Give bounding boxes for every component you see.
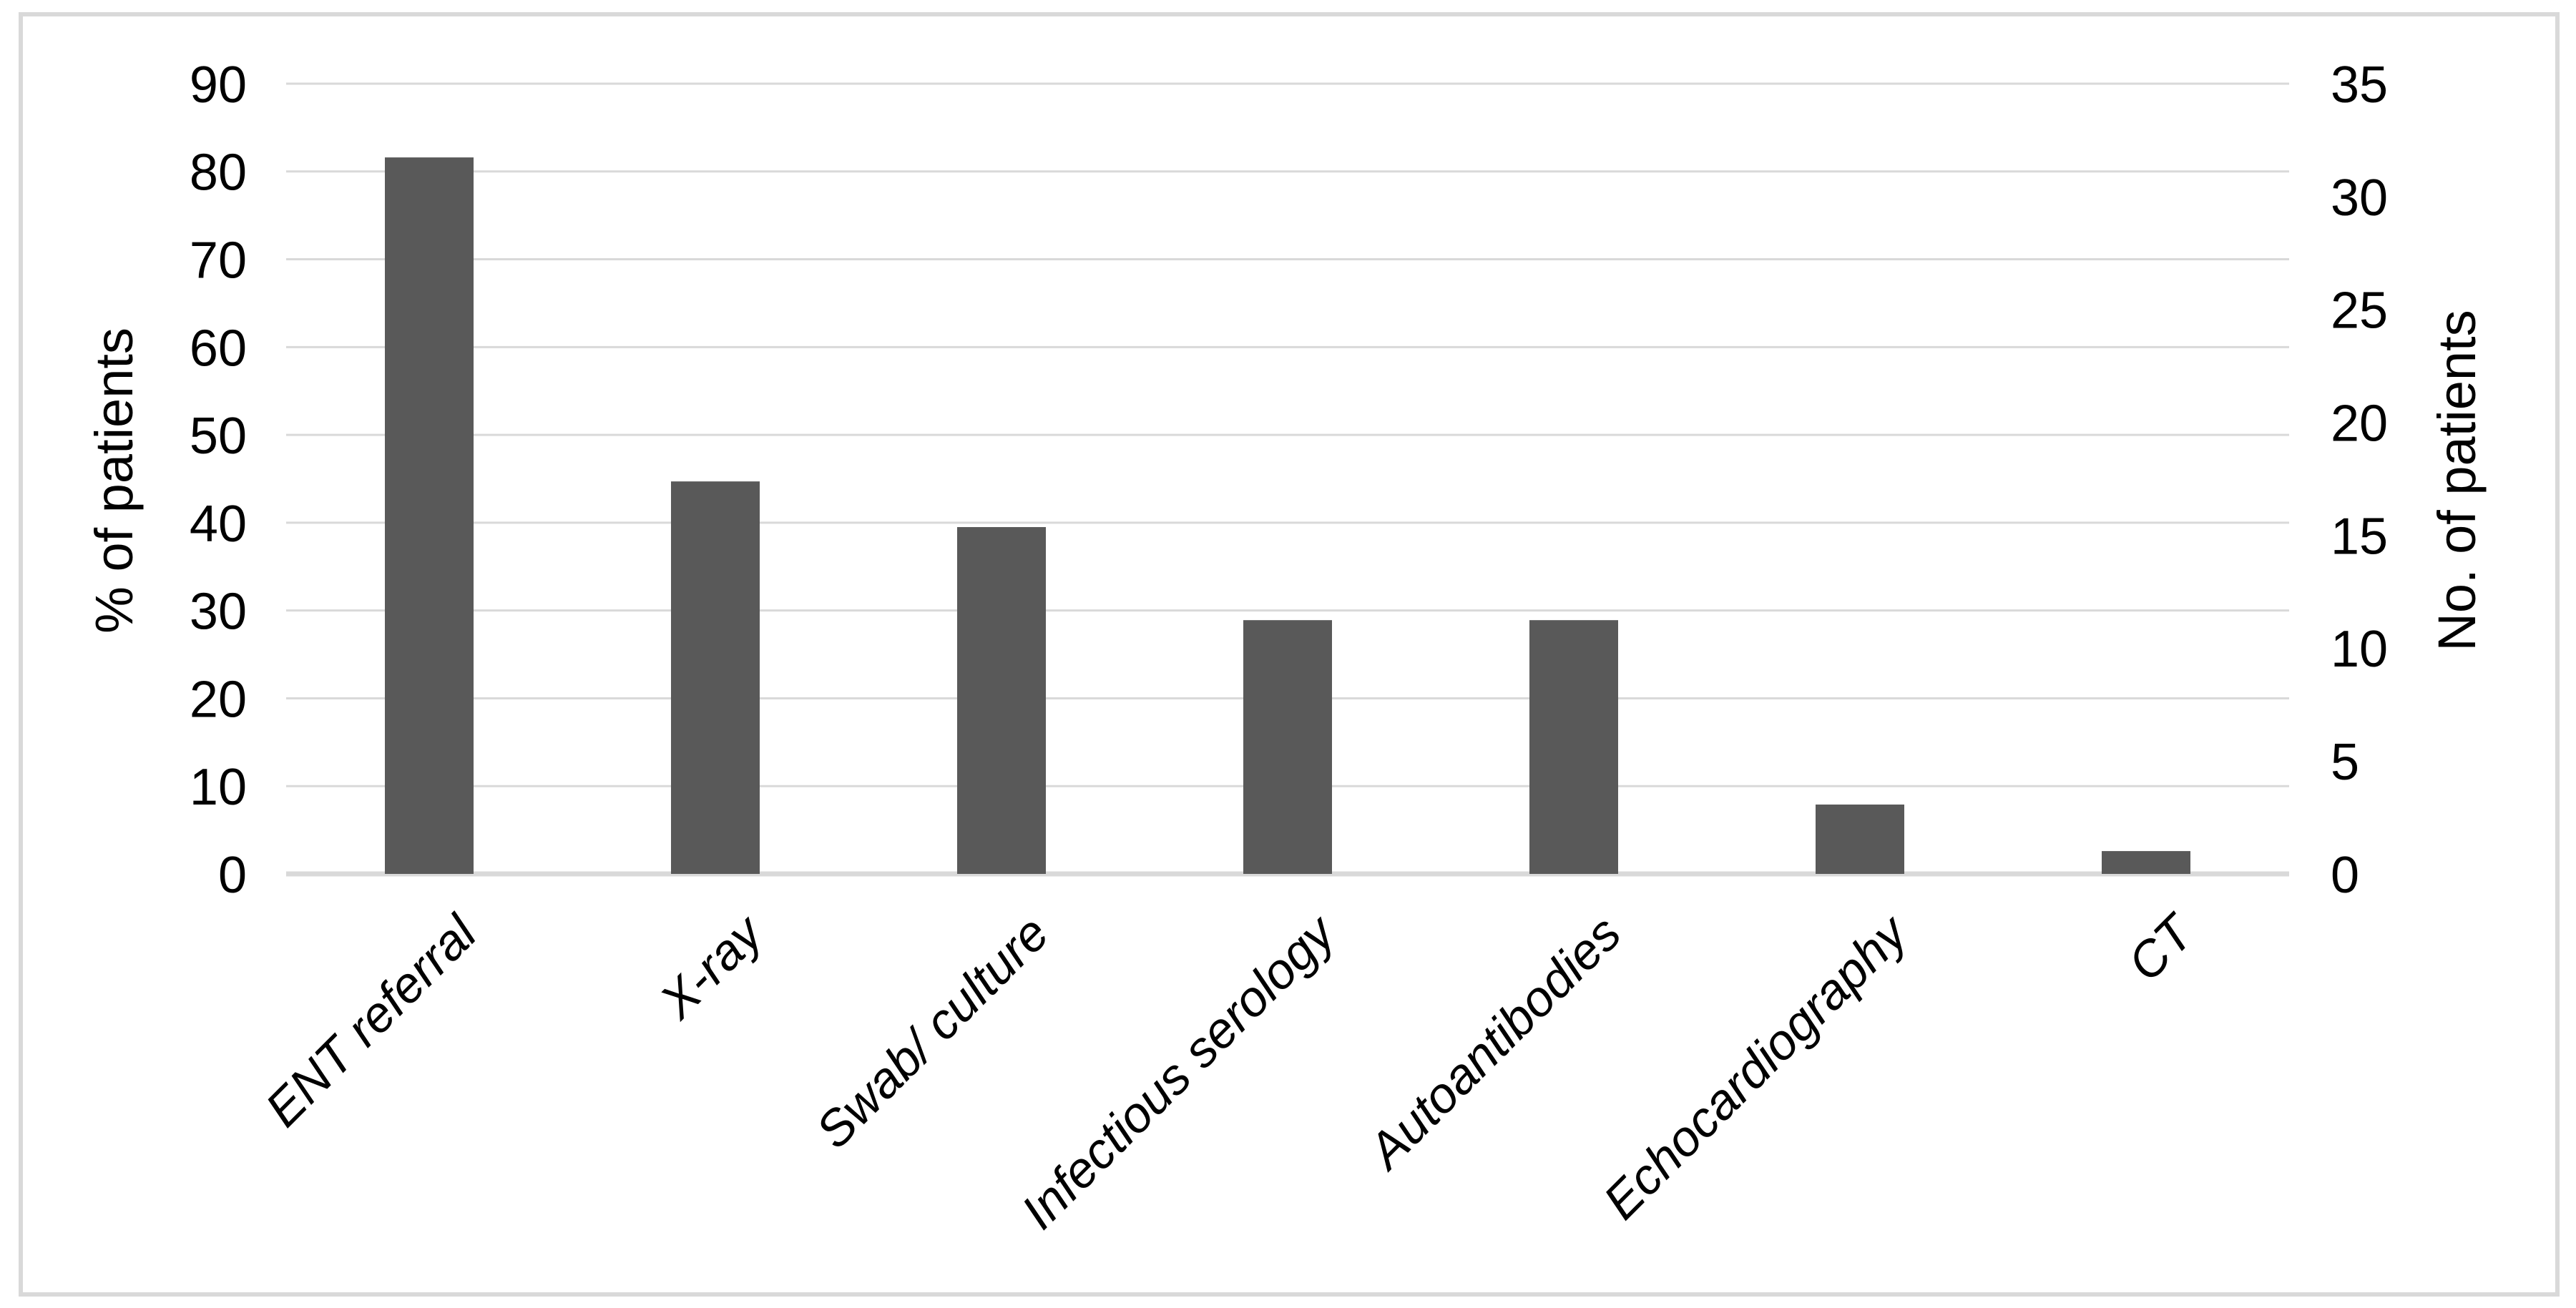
y-axis-right-tick-labels: 35 30 25 20 15 10 5 0 — [2331, 56, 2388, 904]
bars-group — [385, 157, 2190, 875]
bar-ent-referral — [385, 157, 474, 875]
bar-autoantibodies — [1529, 620, 1618, 874]
y-left-tick-90: 90 — [190, 56, 247, 114]
bar-echocardiography — [1816, 805, 1904, 874]
y-left-tick-30: 30 — [190, 584, 247, 641]
y-axis-left-title: % of patients — [84, 328, 144, 634]
bar-x-ray — [671, 481, 760, 874]
y-left-tick-10: 10 — [190, 759, 247, 816]
y-left-tick-40: 40 — [190, 496, 247, 553]
y-left-tick-20: 20 — [190, 671, 247, 728]
y-right-tick-5: 5 — [2331, 734, 2359, 791]
chart-frame-border — [19, 12, 2560, 1297]
bar-infectious-serology — [1243, 620, 1332, 874]
y-right-tick-15: 15 — [2331, 508, 2388, 565]
y-right-tick-0: 0 — [2331, 847, 2359, 904]
x-category-label-ent-referral: ENT referral — [255, 904, 488, 1137]
x-category-label-echocardiography: Echocardiography — [1592, 903, 1919, 1230]
bar-ct — [2102, 851, 2190, 874]
y-right-tick-35: 35 — [2331, 56, 2388, 114]
x-axis-category-labels: ENT referral X-ray Swab/ cultureInfectious… — [255, 903, 2206, 1239]
y-right-tick-30: 30 — [2331, 169, 2388, 227]
y-left-tick-0: 0 — [218, 847, 247, 904]
y-left-tick-50: 50 — [190, 408, 247, 465]
y-right-tick-10: 10 — [2331, 621, 2388, 678]
x-category-label-x-ray: X-ray — [648, 903, 775, 1031]
y-left-tick-80: 80 — [190, 144, 247, 202]
x-category-label-autoantibodies: Autoantibodies — [1356, 905, 1631, 1180]
x-category-label-infectious-serology: Infectious serology — [1011, 903, 1348, 1240]
bar-swab-culture — [957, 527, 1046, 874]
y-left-tick-70: 70 — [190, 232, 247, 289]
y-axis-left-tick-labels: 90 80 70 60 50 40 30 20 10 0 — [190, 56, 247, 904]
y-right-tick-20: 20 — [2331, 395, 2388, 452]
gridlines-group — [286, 82, 2289, 787]
y-right-tick-25: 25 — [2331, 282, 2388, 340]
y-axis-right-title: No. of patients — [2427, 310, 2487, 651]
x-category-label-swab-culture: Swab/ culture — [805, 905, 1059, 1159]
x-category-label-ct: CT — [2117, 903, 2205, 991]
y-left-tick-60: 60 — [190, 320, 247, 377]
